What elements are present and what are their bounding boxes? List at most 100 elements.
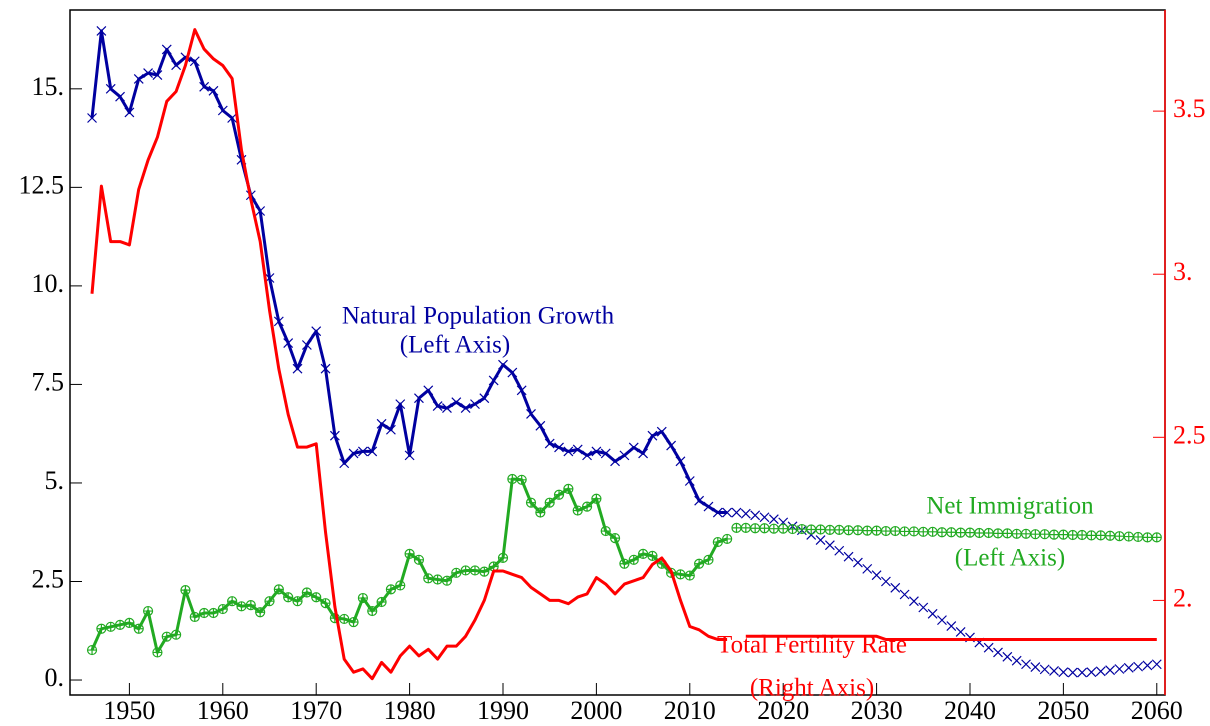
circle-marker [423, 573, 434, 584]
circle-marker [124, 617, 135, 628]
x-marker [161, 44, 172, 55]
circle-marker [796, 523, 807, 535]
x-tick-label: 1980 [384, 696, 436, 725]
circle-marker [684, 570, 695, 581]
circle-marker [563, 483, 574, 494]
circle-marker [880, 525, 892, 537]
x-marker [554, 442, 564, 453]
x-marker [115, 91, 125, 102]
x-marker [470, 399, 480, 410]
y2-tick-label: 3. [1173, 257, 1193, 286]
x-marker [619, 450, 630, 461]
circle-marker [722, 533, 733, 545]
circle-marker [628, 554, 639, 565]
x-marker [1011, 655, 1022, 666]
y-tick-label: 12.5 [19, 170, 65, 199]
circle-marker [843, 525, 854, 536]
x-marker [189, 56, 200, 67]
circle-marker [507, 473, 518, 485]
x-tick-label: 2000 [570, 696, 622, 725]
circle-marker [348, 616, 359, 628]
circle-marker [451, 567, 462, 578]
series-axis-note: (Right Axis) [750, 675, 874, 702]
x-marker [768, 514, 779, 525]
x-marker [348, 448, 359, 459]
x-tick-label: 2030 [851, 696, 903, 725]
x-tick-label: 1950 [103, 696, 155, 725]
circle-marker [255, 607, 266, 618]
x-marker [647, 430, 658, 441]
circle-marker [273, 584, 284, 595]
x-marker [339, 458, 350, 469]
x-marker [414, 393, 424, 404]
circle-marker [1030, 529, 1041, 540]
circle-marker [759, 523, 770, 534]
circle-marker [955, 527, 966, 538]
x-marker [404, 450, 415, 461]
circle-marker [703, 554, 714, 565]
x-marker [824, 540, 835, 551]
y-tick-label: 7.5 [32, 367, 65, 396]
circle-marker [217, 603, 228, 615]
x-tick-label: 2020 [757, 696, 809, 725]
circle-marker [460, 565, 471, 576]
x-marker [1151, 659, 1162, 670]
x-marker [610, 456, 620, 467]
y2-tick-label: 3.5 [1173, 94, 1206, 123]
circle-marker [1114, 531, 1125, 542]
series-axis-note: (Left Axis) [955, 545, 1065, 572]
circle-marker [479, 566, 490, 577]
x-marker [955, 627, 966, 637]
x-marker [909, 596, 919, 607]
x-marker [460, 403, 471, 413]
circle-marker [171, 629, 182, 640]
x-marker [143, 68, 154, 78]
x-marker [656, 426, 667, 437]
x-marker [432, 401, 443, 412]
circle-marker [1067, 529, 1078, 541]
x-marker [1030, 662, 1041, 672]
x-tick-label: 1990 [477, 696, 529, 725]
circle-marker [712, 536, 723, 548]
x-marker [105, 83, 116, 94]
x-marker [1077, 667, 1087, 678]
x-marker [591, 446, 602, 457]
x-marker [628, 442, 639, 453]
series-label: Natural Population Growth [342, 303, 615, 330]
circle-marker [320, 598, 331, 609]
x-marker [1067, 667, 1078, 678]
circle-marker [740, 522, 751, 533]
y-tick-label: 15. [32, 72, 65, 101]
x-marker [572, 444, 583, 455]
circle-marker [862, 525, 873, 536]
x-marker [815, 535, 826, 546]
series-axis-note: (Left Axis) [400, 332, 510, 359]
circle-marker [1058, 529, 1069, 540]
x-marker [1133, 661, 1144, 672]
circle-marker [413, 554, 425, 565]
circle-marker [992, 528, 1004, 539]
x-marker [684, 476, 695, 486]
x-marker [1039, 664, 1050, 675]
x-marker [301, 340, 312, 350]
circle-marker [1095, 530, 1106, 541]
series-label: Net Immigration [926, 493, 1094, 520]
circle-marker [161, 631, 172, 642]
x-tick-label: 2040 [944, 696, 996, 725]
x-marker [357, 446, 368, 457]
series-line [90, 29, 728, 514]
x-marker [1095, 666, 1106, 677]
circle-marker [600, 525, 611, 537]
series-line [745, 634, 1157, 641]
circle-marker [619, 558, 630, 569]
circle-marker [591, 493, 602, 504]
circle-marker [899, 526, 910, 537]
circle-marker [974, 527, 985, 539]
circle-marker [357, 592, 368, 604]
circle-marker [516, 474, 527, 485]
circle-marker [86, 644, 98, 656]
circle-marker [227, 596, 238, 607]
x-marker [535, 420, 546, 431]
circle-marker [553, 489, 565, 500]
